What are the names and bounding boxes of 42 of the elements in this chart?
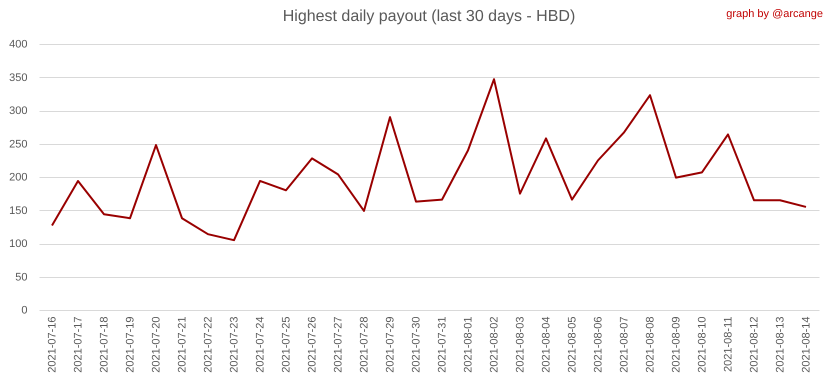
x-tick-label: 2021-08-12 — [748, 316, 760, 373]
x-tick-label: 2021-07-23 — [228, 316, 240, 373]
x-tick-label: 2021-07-24 — [254, 316, 266, 373]
x-tick-label: 2021-08-08 — [644, 316, 656, 373]
text: graph by @arcange — [726, 8, 823, 20]
x-tick-label: 2021-07-21 — [176, 316, 188, 373]
y-tick-label: 150 — [9, 204, 28, 217]
x-tick-label: 2021-07-20 — [150, 316, 162, 373]
x-tick-label: 2021-08-10 — [696, 316, 708, 373]
x-tick-label: 2021-08-03 — [514, 316, 526, 373]
x-tick-label: 2021-07-18 — [98, 316, 110, 373]
x-tick-label: 2021-07-29 — [384, 316, 396, 373]
x-tick-label: 2021-07-31 — [436, 316, 448, 373]
x-tick-label: 2021-07-25 — [280, 316, 292, 373]
y-tick-label: 0 — [21, 304, 28, 316]
y-tick-label: 300 — [9, 105, 28, 117]
x-tick-label: 2021-08-01 — [462, 316, 474, 373]
x-tick-label: 2021-08-11 — [722, 316, 734, 372]
x-tick-label: 2021-08-04 — [540, 316, 552, 373]
x-tick-label: 2021-07-22 — [202, 316, 214, 373]
x-tick-label: 2021-08-06 — [592, 316, 604, 373]
line-series — [51, 78, 807, 242]
y-tick-label: 100 — [9, 238, 28, 250]
y-tick-label: 350 — [9, 72, 28, 84]
y-tick-label: 200 — [9, 172, 28, 184]
chart-title: Highest daily payout (last 30 days - HBD) — [282, 8, 576, 25]
x-tick-label: 2021-07-28 — [358, 316, 370, 373]
x-tick-label: 2021-07-30 — [410, 316, 422, 373]
x-tick-label: 2021-07-16 — [46, 316, 58, 373]
y-tick-label: 400 — [9, 38, 28, 50]
y-tick-label: 250 — [9, 138, 28, 150]
x-tick-label: 2021-08-09 — [670, 316, 682, 373]
y-tick-label: 50 — [15, 271, 28, 284]
x-tick-label: 2021-08-05 — [566, 316, 578, 373]
x-tick-label: 2021-07-27 — [332, 316, 344, 373]
x-tick-label: 2021-07-17 — [72, 316, 84, 373]
x-tick-label: 2021-08-02 — [488, 316, 500, 373]
x-tick-label: 2021-08-14 — [800, 316, 812, 373]
x-tick-label: 2021-07-19 — [124, 316, 136, 373]
x-tick-label: 2021-07-26 — [306, 316, 318, 373]
x-tick-label: 2021-08-07 — [618, 316, 630, 373]
x-tick-label: 2021-08-13 — [774, 316, 786, 373]
